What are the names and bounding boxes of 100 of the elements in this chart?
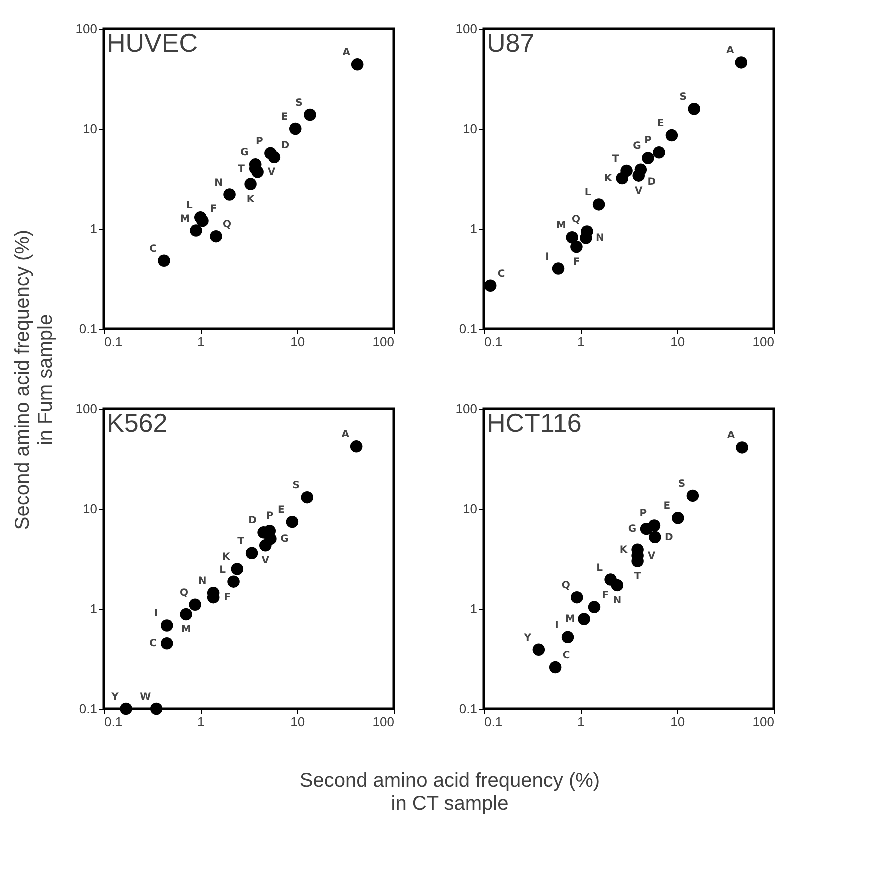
annotation: K	[620, 544, 629, 556]
x-tick-label: 10	[290, 334, 306, 350]
x-tick-label: 100	[372, 714, 394, 730]
annotation: L	[584, 188, 592, 199]
annotation: K	[222, 552, 232, 564]
annotation: C	[149, 638, 157, 650]
annotation: D	[648, 176, 656, 188]
annotation: Q	[572, 214, 581, 226]
chart-title: HCT116	[487, 408, 582, 438]
annotation: M	[565, 614, 576, 626]
annotation: F	[573, 257, 580, 268]
annotation: T	[238, 164, 246, 175]
annotation: T	[238, 536, 245, 548]
x-tick-label: 0.1	[104, 334, 123, 350]
y-axis-title: Second amino acid frequency (%) in Fum sample	[12, 230, 58, 530]
annotation: N	[214, 178, 223, 189]
y-tick-label: 0.1	[459, 702, 478, 716]
annotation: P	[266, 511, 274, 522]
annotation: V	[648, 550, 656, 562]
annotation: E	[664, 501, 671, 512]
x-tick-label: 1	[578, 334, 585, 350]
y-tick-label: 100	[456, 402, 478, 416]
x-axis-title: Second amino acid frequency (%) in CT sample	[298, 769, 602, 817]
y-tick-label: 0.1	[79, 702, 98, 716]
annotation: V	[634, 186, 643, 197]
x-tick-label: 1	[198, 714, 205, 730]
annotation: N	[198, 576, 207, 588]
annotation: I	[546, 252, 550, 263]
x-tick-label: 1	[578, 714, 585, 730]
annotation: P	[256, 136, 264, 148]
y-tick-label: 0.1	[459, 322, 478, 336]
annotation: Q	[180, 588, 189, 599]
annotation: Y	[523, 632, 532, 644]
chart-title: K562	[107, 408, 168, 438]
x-tick-label: 10	[670, 334, 686, 350]
annotation: S	[678, 478, 686, 490]
annotation: E	[658, 118, 665, 130]
annotation: D	[248, 516, 257, 527]
x-tick-label: 100	[752, 714, 774, 730]
annotation: W	[140, 692, 152, 703]
y-tick-label: 1	[470, 222, 478, 236]
y-tick-label: 100	[76, 402, 98, 416]
annotation: T	[612, 154, 620, 166]
x-tick-label: 10	[670, 714, 686, 730]
annotation: N	[596, 233, 604, 244]
annotation: S	[296, 98, 303, 110]
y-tick-label: 1	[90, 602, 98, 616]
annotation: Q	[562, 580, 570, 592]
annotation: C	[562, 650, 570, 662]
annotation: D	[665, 532, 674, 544]
annotation: E	[281, 112, 288, 123]
annotation: F	[224, 592, 231, 604]
y-tick-label: 100	[456, 22, 478, 36]
annotation: S	[292, 480, 300, 492]
annotation: M	[556, 220, 566, 232]
annotation: L	[220, 564, 227, 576]
annotation: I	[555, 620, 559, 632]
x-tick-label: 0.1	[104, 714, 123, 730]
x-tick-label: 1	[198, 334, 205, 350]
y-tick-label: 10	[463, 502, 478, 516]
annotation: L	[186, 200, 194, 212]
annotation: A	[727, 430, 736, 442]
annotation: Y	[110, 692, 120, 703]
annotation: D	[281, 140, 290, 152]
y-tick-label: 10	[83, 502, 98, 516]
y-tick-label: 10	[463, 122, 478, 136]
annotation: Q	[223, 220, 232, 231]
y-tick-label: 10	[83, 122, 98, 136]
annotation: P	[640, 508, 648, 520]
chart-title: U87	[487, 28, 535, 58]
y-tick-label: 100	[76, 22, 98, 36]
annotation: V	[268, 167, 276, 178]
annotation: K	[246, 194, 256, 206]
x-tick-label: 10	[290, 714, 306, 730]
annotation: C	[150, 244, 157, 255]
chart-title: HUVEC	[107, 28, 198, 58]
annotation: S	[680, 92, 687, 104]
annotation: F	[210, 204, 218, 216]
annotation: G	[628, 524, 637, 536]
x-tick-label: 0.1	[484, 334, 503, 350]
annotation: M	[181, 624, 192, 636]
annotation: V	[262, 556, 270, 567]
annotation: I	[154, 608, 158, 620]
annotation: G	[240, 148, 249, 159]
annotation: M	[180, 214, 190, 225]
annotation: L	[596, 562, 604, 574]
annotation: K	[604, 173, 614, 184]
annotation: A	[342, 48, 351, 59]
annotation: G	[633, 141, 642, 152]
annotation: G	[280, 534, 289, 546]
annotation: P	[644, 136, 652, 147]
y-tick-label: 1	[90, 222, 98, 236]
annotation: A	[726, 46, 735, 57]
x-tick-label: 0.1	[484, 714, 503, 730]
annotation: F	[602, 590, 609, 602]
x-tick-label: 100	[372, 334, 394, 350]
annotation: N	[613, 595, 622, 606]
annotation: E	[278, 505, 286, 516]
y-tick-label: 0.1	[79, 322, 98, 336]
annotation: C	[498, 268, 506, 280]
